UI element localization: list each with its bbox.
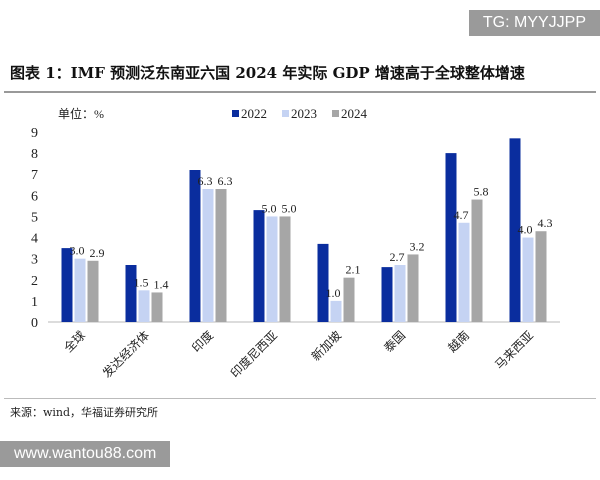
y-tick-label: 5 xyxy=(31,210,38,225)
y-tick-label: 7 xyxy=(31,168,38,183)
data-label-2024: 4.3 xyxy=(538,216,553,230)
data-label-2024: 6.3 xyxy=(218,174,233,188)
data-label-2023: 4.0 xyxy=(518,223,533,237)
data-label-2024: 1.4 xyxy=(154,277,169,291)
bar-chart: 单位：% 2022 2023 2024 0 1 2 3 4 5 6 7 8 9 3.0 2.9 全球 1.5 1.4… xyxy=(31,106,560,381)
bar-2022-全球 xyxy=(61,248,73,322)
watermark-bottom: www.wantou88.com xyxy=(0,441,171,467)
x-tick-label: 印度尼西亚 xyxy=(227,328,280,381)
bar-2023-全球 xyxy=(74,258,86,322)
bar-2024-印度尼西亚 xyxy=(279,216,291,322)
source-note: 来源：wind，华福证券研究所 xyxy=(10,406,159,419)
bar-2022-新加坡 xyxy=(317,243,329,322)
bar-2023-发达经济体 xyxy=(138,290,150,322)
y-tick-label: 8 xyxy=(31,147,38,162)
x-tick-label: 印度 xyxy=(189,328,217,356)
data-label-2023: 2.7 xyxy=(390,250,405,264)
bar-2023-印度 xyxy=(202,189,214,322)
bar-2022-马来西亚 xyxy=(509,138,521,322)
y-tick-label: 9 xyxy=(31,126,38,141)
x-tick-label: 马来西亚 xyxy=(492,328,536,372)
title-divider xyxy=(4,91,596,93)
x-tick-label: 泰国 xyxy=(381,328,408,355)
data-label-2023: 6.3 xyxy=(198,174,213,188)
legend-swatch-2024 xyxy=(332,110,339,117)
bar-2023-印度尼西亚 xyxy=(266,216,278,322)
bar-2024-马来西亚 xyxy=(535,231,547,322)
bar-2024-新加坡 xyxy=(343,277,355,322)
legend-label-2024: 2024 xyxy=(341,106,368,121)
data-label-2024: 3.2 xyxy=(410,239,425,253)
bar-2023-越南 xyxy=(458,222,470,322)
data-label-2023: 1.5 xyxy=(134,275,149,289)
data-label-2023: 4.7 xyxy=(454,208,469,222)
data-label-2024: 2.9 xyxy=(90,246,105,260)
bar-2022-印度 xyxy=(189,170,201,322)
legend-swatch-2022 xyxy=(232,110,239,117)
data-label-2024: 2.1 xyxy=(346,263,361,277)
data-label-2023: 1.0 xyxy=(326,286,341,300)
bar-2024-越南 xyxy=(471,199,483,322)
x-tick-label: 发达经济体 xyxy=(99,328,152,381)
legend-swatch-2023 xyxy=(282,110,289,117)
bar-2024-泰国 xyxy=(407,254,419,322)
chart-title: 图表 1：IMF 预测泛东南亚六国 2024 年实际 GDP 增速高于全球整体增… xyxy=(10,64,525,82)
bar-2024-发达经济体 xyxy=(151,292,163,322)
x-tick-label: 新加坡 xyxy=(308,328,344,364)
bar-2023-新加坡 xyxy=(330,300,342,322)
bar-2023-马来西亚 xyxy=(522,237,534,322)
data-label-2023: 3.0 xyxy=(70,244,85,258)
x-tick-label: 越南 xyxy=(445,328,473,356)
y-tick-label: 0 xyxy=(31,316,38,331)
data-label-2023: 5.0 xyxy=(262,201,277,215)
x-tick-label: 全球 xyxy=(61,328,89,356)
watermark-top: TG: MYYJJPP xyxy=(468,10,600,36)
source-divider xyxy=(4,398,596,399)
bar-2024-全球 xyxy=(87,260,99,322)
unit-label: 单位：% xyxy=(58,106,104,121)
bar-2022-印度尼西亚 xyxy=(253,210,265,322)
bar-2022-越南 xyxy=(445,153,457,322)
bar-2022-泰国 xyxy=(381,267,393,322)
bar-2024-印度 xyxy=(215,189,227,322)
y-tick-label: 3 xyxy=(31,253,38,268)
legend-label-2023: 2023 xyxy=(291,106,317,121)
y-tick-label: 1 xyxy=(31,295,38,310)
bar-2023-泰国 xyxy=(394,265,406,322)
data-label-2024: 5.0 xyxy=(282,201,297,215)
bar-2022-发达经济体 xyxy=(125,265,137,322)
y-tick-label: 2 xyxy=(31,274,38,289)
y-tick-label: 4 xyxy=(31,232,38,247)
y-tick-label: 6 xyxy=(31,189,38,204)
legend-label-2022: 2022 xyxy=(241,106,267,121)
data-label-2024: 5.8 xyxy=(474,185,489,199)
